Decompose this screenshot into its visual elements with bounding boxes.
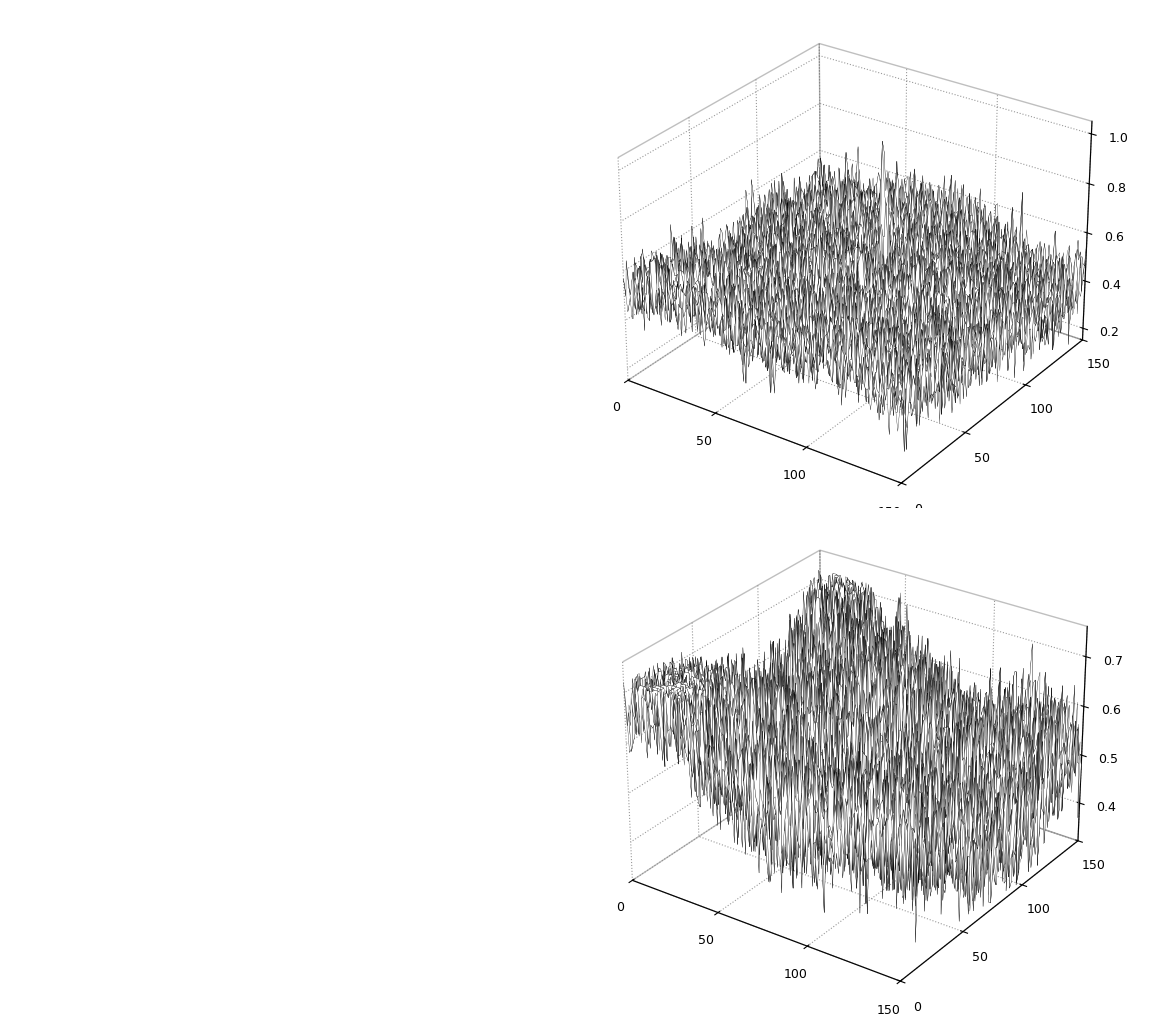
Text: (b1): (b1)	[632, 538, 677, 557]
